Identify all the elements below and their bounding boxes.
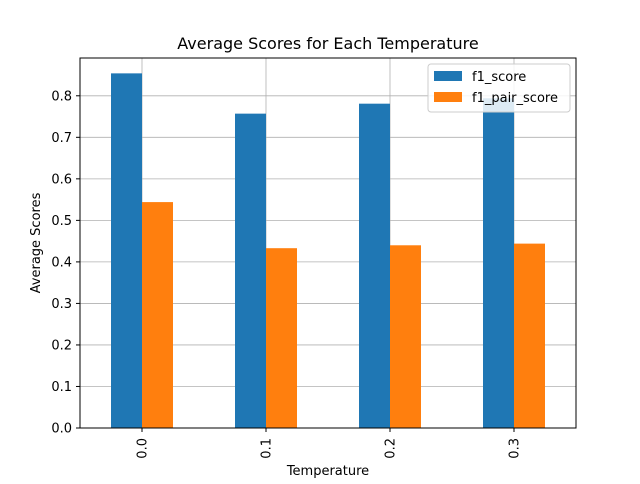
x-tick-label: 0.1 xyxy=(260,438,275,459)
y-tick-label: 0.1 xyxy=(51,380,72,395)
bar-f1_score-0.2 xyxy=(359,103,390,428)
axes xyxy=(79,57,577,429)
y-tick-label: 0.4 xyxy=(51,255,72,270)
y-tick-label: 0.7 xyxy=(51,131,72,146)
plot-frame xyxy=(79,57,577,429)
legend-label: f1_pair_score xyxy=(472,91,558,106)
y-tick-label: 0.6 xyxy=(51,172,72,187)
y-tick-label: 0.0 xyxy=(51,422,72,437)
x-tick-label: 0.3 xyxy=(508,438,523,459)
x-axis-label: Temperature xyxy=(286,464,369,479)
legend-box xyxy=(427,63,571,113)
y-axis-ticks: 0.0 0.1 0.2 0.3 0.4 0.5 0.6 0.7 0.8 xyxy=(51,89,80,437)
y-tick-label: 0.8 xyxy=(51,89,72,104)
legend: f1_score f1_pair_score xyxy=(427,63,571,113)
bar-f1_score-0.0 xyxy=(111,73,142,429)
bar-f1_pair_score-0.0 xyxy=(142,202,173,428)
x-tick-label: 0.2 xyxy=(384,438,399,459)
bar-f1_score-0.1 xyxy=(235,113,266,429)
bar-f1_pair_score-0.3 xyxy=(514,243,545,428)
y-tick-label: 0.3 xyxy=(51,297,72,312)
y-tick-label: 0.5 xyxy=(51,214,72,229)
bars xyxy=(111,73,545,429)
y-tick-label: 0.2 xyxy=(51,338,72,353)
bar-f1_pair_score-0.2 xyxy=(390,245,421,428)
legend-swatch-f1_pair_score xyxy=(434,92,462,102)
bar-f1_score-0.3 xyxy=(483,98,514,429)
x-axis-ticks: 0.0 0.1 0.2 0.3 xyxy=(136,428,523,459)
chart-title: Average Scores for Each Temperature xyxy=(177,34,478,53)
legend-label: f1_score xyxy=(472,70,526,85)
y-axis-label: Average Scores xyxy=(29,192,44,293)
bar-f1_pair_score-0.1 xyxy=(266,248,297,428)
x-tick-label: 0.0 xyxy=(136,438,151,459)
legend-swatch-f1_score xyxy=(434,71,462,81)
